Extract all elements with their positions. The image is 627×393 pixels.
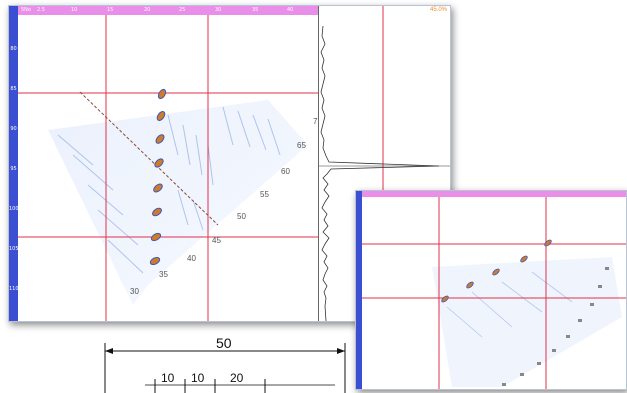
- top-ruler-tick: 2.5: [37, 7, 45, 13]
- inset-cursor-lines[interactable]: [362, 197, 626, 389]
- dimension-drawing: 50 10 10 20: [95, 333, 355, 393]
- angle-label: 35: [159, 270, 168, 279]
- left-ruler-tick: 100: [9, 206, 19, 212]
- dimension-lines: [104, 343, 346, 393]
- inset-scan-image[interactable]: [362, 197, 626, 389]
- top-ruler-tick: 30: [215, 7, 222, 13]
- left-ruler[interactable]: 80 85 90 95 100 105 110: [9, 6, 19, 321]
- angle-label: 40: [187, 254, 196, 263]
- angle-label: 50: [237, 212, 246, 221]
- dimension-total: 50: [216, 335, 232, 351]
- angle-label: 30: [130, 287, 139, 296]
- left-ruler-tick: 95: [10, 166, 17, 172]
- indications: [149, 88, 167, 266]
- top-ruler-tick: 20: [144, 7, 151, 13]
- left-ruler-tick: 110: [9, 286, 19, 292]
- top-ruler-tick: 5No: [21, 7, 31, 13]
- dimension-segment-3: 20: [230, 371, 244, 385]
- sector-scan-image[interactable]: [18, 15, 318, 321]
- amplitude-readout: 45.0%: [429, 7, 447, 13]
- inset-indications: [441, 239, 552, 303]
- top-ruler-tick: 35: [252, 7, 259, 13]
- top-ruler[interactable]: 5No 2.5 10 15 20 25 30 35 40: [9, 6, 450, 15]
- angle-label: 55: [260, 190, 269, 199]
- angle-label: 60: [281, 167, 290, 176]
- angle-label: 7: [313, 117, 318, 126]
- top-ruler-tick: 10: [71, 7, 78, 13]
- top-ruler-tick: 40: [287, 7, 294, 13]
- inset-angle-marks: [502, 267, 609, 386]
- cursor-lines[interactable]: [18, 15, 318, 321]
- left-ruler-tick: 80: [10, 46, 17, 52]
- left-ruler-tick: 105: [9, 246, 19, 252]
- inset-top-ruler[interactable]: [356, 191, 626, 197]
- scan-streaks: [57, 106, 281, 274]
- inset-sector-region: [432, 257, 622, 387]
- measurement-line[interactable]: [79, 91, 219, 226]
- top-ruler-tick: 25: [179, 7, 186, 13]
- angle-label: 65: [297, 141, 306, 150]
- left-ruler-tick: 90: [10, 126, 17, 132]
- inset-scan-window: [355, 190, 627, 390]
- top-ruler-tick: 15: [107, 7, 114, 13]
- dimension-segment-1: 10: [161, 371, 175, 385]
- dimension-segment-2: 10: [191, 371, 205, 385]
- sector-region: [48, 100, 308, 305]
- left-ruler-tick: 85: [10, 86, 17, 92]
- angle-label: 45: [212, 236, 221, 245]
- inset-left-ruler[interactable]: [356, 191, 362, 389]
